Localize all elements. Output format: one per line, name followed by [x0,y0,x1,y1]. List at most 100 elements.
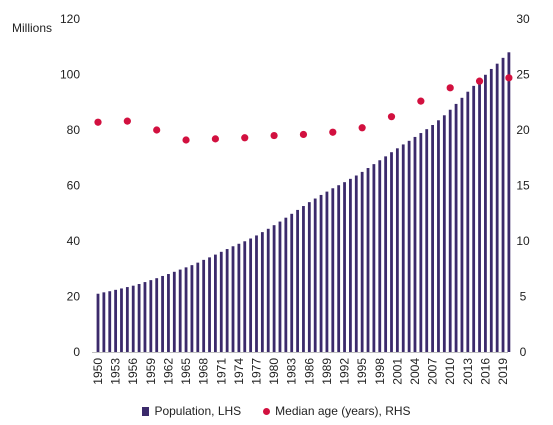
population-bar [284,217,288,352]
median-age-point [182,136,190,144]
population-bar [120,288,123,352]
population-bar [331,188,335,352]
population-bar [319,194,323,352]
population-bar [208,257,211,352]
x-tick-label: 1977 [250,358,264,385]
left-tick-label: 20 [67,290,81,304]
population-bar [196,262,200,352]
legend-item-population: Population, LHS [142,404,241,418]
x-tick-label: 1998 [373,358,387,385]
left-axis-ticks: 0 20 40 60 80 100 120 [60,12,80,359]
population-bar [290,213,294,352]
population-bar [255,235,258,352]
population-bars [96,52,511,353]
median-age-point [475,77,484,85]
left-tick-label: 40 [67,234,81,248]
median-age-swatch [263,407,271,415]
right-tick-label: 15 [516,179,530,193]
x-tick-label: 2007 [426,358,440,385]
population-bar [278,221,282,352]
population-bar [96,293,100,352]
population-bar [102,292,106,352]
population-bar [149,280,153,352]
x-tick-label: 1959 [144,358,158,385]
population-bar [431,125,434,352]
population-bar [137,284,141,352]
population-bar [366,168,370,352]
population-bar [108,291,112,352]
right-tick-label: 5 [520,290,527,304]
population-bar [131,285,135,352]
median-age-point [241,134,249,142]
population-bar [484,74,487,352]
x-tick-label: 1980 [267,358,281,385]
legend: Population, LHS Median age (years), RHS [0,403,553,419]
median-age-point [153,126,161,134]
population-bar [507,52,511,353]
population-bar [501,57,505,352]
population-bar [219,251,223,352]
x-tick-label: 1950 [91,358,105,385]
x-tick-label: 2016 [478,358,492,385]
x-tick-label: 1986 [302,358,316,385]
median-age-point [123,117,131,125]
x-tick-label: 1953 [109,358,123,385]
median-age-point [387,113,396,121]
right-tick-label: 25 [516,68,530,82]
population-bar [354,175,358,352]
population-bar [419,133,423,352]
median-age-point [299,130,308,139]
population-bar [437,120,440,352]
left-axis-title: Millions [12,21,52,35]
population-bar [401,144,405,352]
population-swatch [142,406,150,416]
median-age-point [358,124,366,132]
population-bar [390,152,393,352]
median-age-point [505,74,513,82]
left-tick-label: 80 [67,123,81,137]
x-tick-label: 2019 [496,358,510,385]
population-bar [172,271,176,352]
x-tick-label: 1974 [232,358,246,385]
population-bar [184,267,188,352]
population-bar [214,254,217,352]
population-bar [425,129,429,352]
population-bar [237,243,241,352]
population-bar [125,287,129,352]
population-bar [384,156,388,352]
population-bar [178,269,182,352]
median-age-point [94,118,102,126]
population-bar [231,246,235,352]
x-tick-label: 2004 [408,358,422,385]
median-age-point [270,131,278,140]
population-bar [413,136,417,352]
population-bar [202,259,206,352]
population-bar [407,140,411,352]
population-bar [272,225,276,352]
right-axis-ticks: 0 5 10 15 20 25 30 [516,12,530,359]
population-bar [472,85,476,352]
x-axis-ticks: 1950 1953 1956 1959 1962 1965 1968 1971 1974 1977… [91,358,510,385]
x-tick-label: 1992 [338,358,352,385]
population-bar [466,91,470,353]
right-tick-label: 10 [516,234,530,248]
population-bar [161,275,164,352]
left-tick-label: 100 [60,68,80,82]
population-bar [442,115,446,352]
population-bar [296,209,299,352]
population-bar [249,238,253,352]
median-age-point [446,84,454,92]
right-tick-label: 0 [520,345,527,359]
right-tick-label: 30 [516,12,530,26]
x-tick-label: 1968 [197,358,211,385]
population-bar [495,63,499,353]
median-age-point [329,128,337,136]
x-tick-label: 2001 [390,358,404,385]
population-bar [489,68,493,352]
median-age-point [211,135,219,143]
population-bar [266,228,270,352]
population-bar [337,185,341,352]
population-bar [360,171,364,352]
population-bar [155,278,159,352]
